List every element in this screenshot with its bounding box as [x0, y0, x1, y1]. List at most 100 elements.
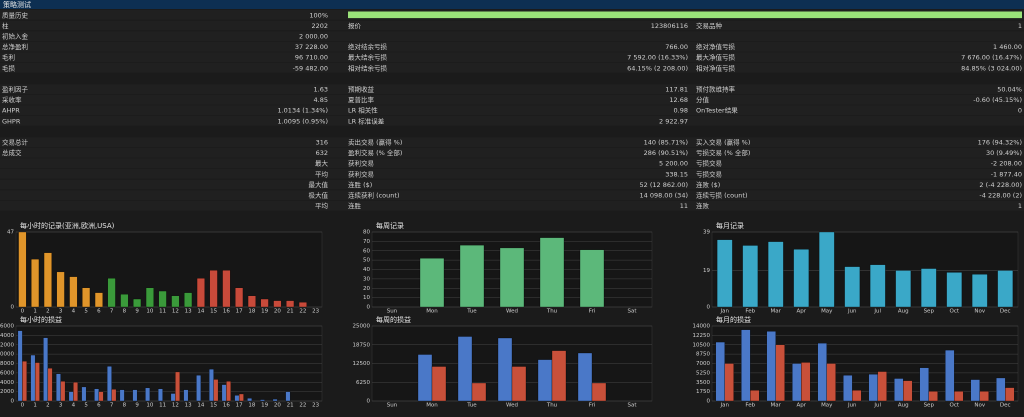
stat-value: 176 (94.32%)	[978, 139, 1022, 147]
bar	[844, 266, 861, 308]
row-bg	[0, 63, 1024, 73]
x-tick-label: Sun	[387, 403, 398, 409]
x-tick-label: Aug	[898, 403, 909, 409]
stat-value: -2 208.00	[991, 160, 1022, 168]
stat-value: 2 000.00	[299, 33, 328, 41]
y-tick-label: 10000	[0, 352, 14, 358]
stat-label: 采收率	[2, 95, 22, 104]
x-tick-label: Wed	[506, 403, 518, 409]
bar	[69, 276, 78, 308]
stat-value: -0.60 (45.15%)	[973, 96, 1022, 104]
x-tick-label: Sep	[924, 403, 935, 409]
bar	[107, 366, 112, 402]
x-tick-label: 17	[236, 403, 243, 409]
x-tick-label: 5	[84, 309, 88, 315]
stat-label: LR 标准误差	[348, 116, 385, 125]
stat-label: 极大值	[309, 191, 329, 200]
bar	[119, 389, 125, 402]
bar	[852, 390, 862, 402]
x-tick-label: 11	[159, 309, 166, 315]
y-tick-label: 60	[363, 248, 370, 254]
y-tick-label: 10500	[693, 342, 711, 348]
bar	[767, 241, 784, 308]
x-tick-label: Dec	[1000, 403, 1011, 409]
y-tick-label: 40	[363, 267, 370, 273]
bar	[946, 272, 963, 308]
y-tick-label: 14000	[693, 324, 711, 330]
bar	[979, 391, 989, 402]
bar	[120, 294, 129, 308]
x-tick-label: Feb	[745, 309, 755, 315]
x-tick-label: Fri	[589, 403, 596, 409]
y-tick-label: 70	[363, 239, 370, 245]
x-tick-label: Jan	[720, 403, 730, 409]
stat-label: 连胜	[348, 201, 362, 210]
bar	[551, 350, 567, 402]
bar	[579, 249, 605, 308]
x-tick-label: Jul	[873, 403, 881, 409]
bar	[209, 368, 214, 402]
bar	[741, 329, 751, 402]
x-tick-label: 20	[274, 309, 281, 315]
bar	[868, 374, 878, 402]
y-tick-label: 2000	[0, 389, 14, 395]
stat-label: 获利交易	[348, 159, 374, 168]
stat-label: 预付款维持率	[696, 85, 736, 94]
bar	[158, 290, 167, 308]
stat-label: 毛损	[2, 63, 16, 72]
stat-label: 最大值	[309, 180, 329, 189]
x-tick-label: Oct	[949, 309, 959, 315]
bar	[818, 231, 835, 308]
x-tick-label: 6	[97, 309, 101, 315]
x-tick-label: Mon	[426, 403, 438, 409]
bar	[457, 336, 473, 402]
x-tick-label: 1	[33, 309, 37, 315]
bar	[793, 249, 810, 308]
x-tick-label: 0	[21, 309, 25, 315]
stat-value: 123806116	[651, 22, 688, 30]
x-tick-label: May	[821, 403, 833, 409]
bar	[68, 391, 74, 402]
bar	[247, 295, 256, 308]
x-tick-label: 7	[110, 309, 114, 315]
bar	[170, 393, 176, 402]
y-tick-label: 25000	[353, 324, 371, 330]
x-tick-label: 17	[236, 309, 243, 315]
header-title: 策略测试	[3, 0, 31, 9]
stat-value: 632	[316, 149, 328, 157]
stat-value: 1 460.00	[993, 43, 1022, 51]
bar	[145, 287, 154, 308]
bar	[145, 387, 151, 402]
bar	[497, 337, 513, 402]
x-tick-label: Fri	[589, 309, 596, 315]
stat-label: 总成交	[2, 148, 22, 157]
x-tick-label: 3	[59, 403, 63, 409]
bar	[234, 395, 240, 402]
bar	[273, 300, 282, 308]
bar	[826, 363, 836, 402]
y-tick-label: 12500	[353, 361, 371, 367]
stat-label: 相对净值亏损	[696, 63, 736, 72]
chart-title: 每小时的记录(亚洲,欧洲,USA)	[20, 221, 115, 230]
chart-title: 每月的损益	[716, 315, 751, 324]
bar	[417, 354, 433, 402]
row-bg	[0, 41, 1024, 52]
y-tick-label: 80	[363, 230, 370, 236]
x-tick-label: 22	[299, 309, 306, 315]
bar	[132, 389, 138, 402]
stat-label: 平均	[315, 201, 329, 210]
bar	[34, 362, 40, 402]
x-tick-label: Apr	[796, 309, 806, 315]
x-tick-label: Sun	[387, 309, 398, 315]
x-tick-label: 23	[312, 309, 319, 315]
bar	[577, 352, 593, 402]
stat-label: 盈利因子	[2, 85, 29, 94]
stat-value: 2202	[311, 22, 328, 30]
stat-value: 30 (9.49%)	[986, 149, 1022, 157]
stat-value: 4.85	[314, 96, 328, 104]
x-tick-label: Mar	[771, 403, 782, 409]
y-tick-label: 20	[363, 286, 370, 292]
stat-value: 117.81	[665, 86, 688, 94]
bar	[30, 354, 36, 402]
